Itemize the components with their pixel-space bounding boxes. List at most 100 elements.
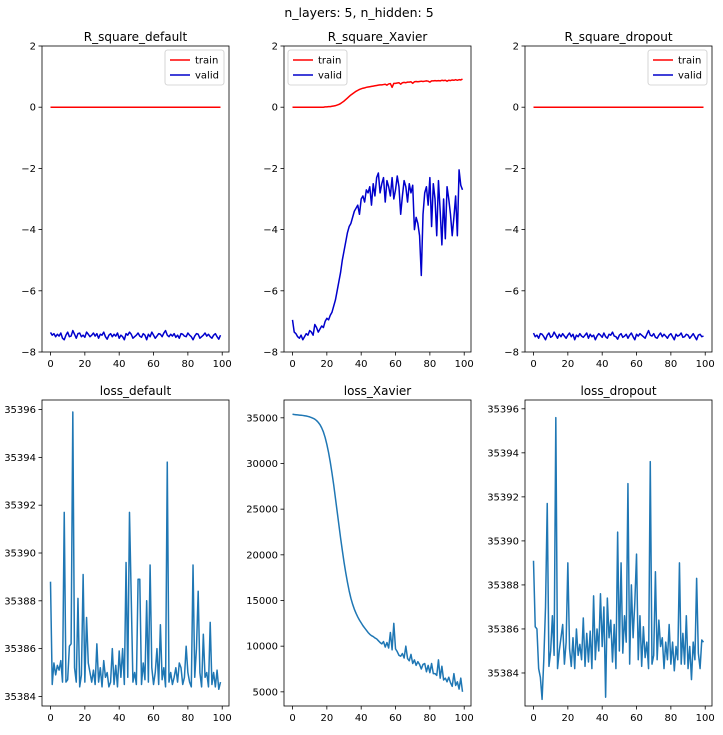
x-tick-label: 0 <box>289 359 295 370</box>
y-tick-label: 20000 <box>246 550 278 561</box>
y-tick-label: 35394 <box>4 453 36 464</box>
y-tick-label: 35384 <box>487 668 519 679</box>
x-tick-label: 100 <box>696 713 715 724</box>
x-tick-label: 40 <box>355 713 368 724</box>
y-tick-label: −8 <box>263 348 278 359</box>
x-tick-label: 100 <box>696 359 715 370</box>
y-tick-label: −4 <box>21 225 36 236</box>
x-tick-label: 20 <box>78 359 91 370</box>
series-line-valid <box>49 329 222 341</box>
legend-label-valid: valid <box>678 71 702 82</box>
y-tick-label: 30000 <box>246 459 278 470</box>
x-tick-label: 0 <box>289 713 295 724</box>
y-tick-label: 2 <box>30 42 36 53</box>
subplot-3: R_square_dropout 0 20 40 60 80 100 −8 −6 −4 −2 0 2 tr… <box>504 30 715 370</box>
legend-label-train: train <box>318 56 341 67</box>
x-tick-label: 20 <box>320 359 333 370</box>
subplot-1: R_square_default 0 20 40 60 80 100 −8 −6 −4 −2 0 2 tr… <box>21 30 232 370</box>
x-tick-label: 60 <box>389 359 402 370</box>
x-tick-label: 0 <box>47 359 53 370</box>
x-tick-label: 80 <box>424 359 437 370</box>
y-tick-label: 35396 <box>487 404 519 415</box>
x-tick-label: 60 <box>147 359 160 370</box>
y-tick-label: 35392 <box>487 492 519 503</box>
y-tick-label: 10000 <box>246 642 278 653</box>
y-tick-label: −2 <box>263 164 278 175</box>
axes-frame <box>283 45 472 353</box>
legend: train valid <box>164 49 225 86</box>
x-tick-label: 60 <box>389 713 402 724</box>
x-tick-label: 40 <box>113 359 126 370</box>
y-tick-label: 35388 <box>487 580 519 591</box>
legend: train valid <box>647 49 708 86</box>
x-tick-label: 0 <box>47 713 53 724</box>
y-tick-label: −6 <box>504 286 519 297</box>
axes-frame <box>41 399 230 707</box>
y-tick-label: −6 <box>263 286 278 297</box>
legend-label-train: train <box>678 56 701 67</box>
y-tick-label: 35388 <box>4 596 36 607</box>
y-tick-label: −6 <box>21 286 36 297</box>
y-tick-label: −8 <box>21 348 36 359</box>
x-tick-label: 100 <box>455 713 474 724</box>
x-tick-label: 40 <box>596 359 609 370</box>
figure-suptitle: n_layers: 5, n_hidden: 5 <box>284 5 433 20</box>
series-line-valid <box>291 169 464 341</box>
axes-frame <box>41 45 230 353</box>
series-line-loss <box>292 413 464 692</box>
subplot-title: loss_default <box>100 384 172 398</box>
legend-box <box>164 49 225 86</box>
x-tick-label: 20 <box>561 359 574 370</box>
series-line-train <box>292 78 463 108</box>
x-tick-label: 80 <box>665 359 678 370</box>
legend-label-train: train <box>195 56 218 67</box>
x-tick-label: 20 <box>78 713 91 724</box>
x-tick-label: 20 <box>561 713 574 724</box>
series-line-loss <box>532 416 705 701</box>
axes-frame <box>283 399 472 707</box>
y-tick-label: 35390 <box>4 549 36 560</box>
x-tick-label: 60 <box>630 359 643 370</box>
legend-label-valid: valid <box>318 71 342 82</box>
y-tick-label: 5000 <box>253 687 278 698</box>
x-tick-label: 40 <box>596 713 609 724</box>
y-tick-label: 0 <box>30 103 36 114</box>
y-tick-label: 35394 <box>487 448 519 459</box>
subplot-5: loss_Xavier 0 20 40 60 80 100 5000 10000 15000 200… <box>246 384 474 724</box>
axes-frame <box>524 45 713 353</box>
x-tick-label: 20 <box>320 713 333 724</box>
y-tick-label: 35384 <box>4 692 36 703</box>
y-tick-label: 25000 <box>246 505 278 516</box>
x-tick-label: 80 <box>424 713 437 724</box>
x-tick-label: 40 <box>355 359 368 370</box>
legend-label-valid: valid <box>195 71 219 82</box>
x-tick-label: 0 <box>530 713 536 724</box>
y-tick-label: 35390 <box>487 536 519 547</box>
subplot-title: R_square_Xavier <box>328 30 428 44</box>
y-tick-label: −4 <box>263 225 278 236</box>
axes-frame <box>524 399 713 707</box>
subplot-title: R_square_default <box>84 30 188 44</box>
y-tick-label: 35386 <box>4 644 36 655</box>
x-tick-label: 80 <box>182 713 195 724</box>
x-tick-label: 80 <box>665 713 678 724</box>
y-tick-label: 35392 <box>4 501 36 512</box>
y-tick-label: 35000 <box>246 413 278 424</box>
y-tick-label: −2 <box>21 164 36 175</box>
y-tick-label: −4 <box>504 225 519 236</box>
subplots: R_square_default 0 20 40 60 80 100 −8 −6 −4 −2 0 2 tr… <box>4 30 715 724</box>
x-tick-label: 80 <box>182 359 195 370</box>
y-tick-label: 0 <box>272 103 278 114</box>
subplot-title: R_square_dropout <box>564 30 672 44</box>
y-tick-label: 15000 <box>246 596 278 607</box>
legend-box <box>647 49 708 86</box>
legend-box <box>287 49 348 86</box>
subplot-4: loss_default 0 20 40 60 80 100 35384 35386 35388 3… <box>4 384 232 724</box>
subplot-6: loss_dropout 0 20 40 60 80 100 35384 35386 35388 3… <box>487 384 715 724</box>
x-tick-label: 60 <box>147 713 160 724</box>
series-line-loss <box>49 411 222 691</box>
x-tick-label: 40 <box>113 713 126 724</box>
y-tick-label: −2 <box>504 164 519 175</box>
y-tick-label: 35386 <box>487 624 519 635</box>
